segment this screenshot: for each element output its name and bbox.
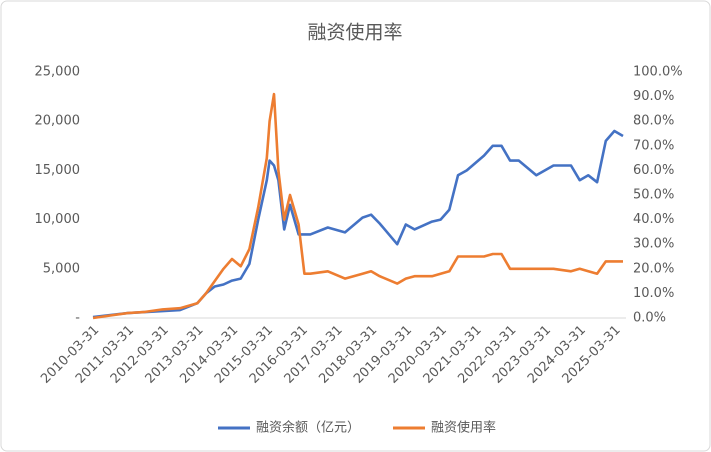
y-tick-label: - [75, 311, 80, 326]
y2-tick-label: 50.0% [633, 188, 674, 203]
y-tick-label: 25,000 [35, 65, 81, 80]
legend-label: 融资使用率 [431, 420, 496, 436]
y2-tick-label: 20.0% [633, 261, 674, 276]
y2-tick-label: 70.0% [633, 138, 674, 153]
y-tick-label: 5,000 [43, 261, 80, 276]
y2-tick-label: 80.0% [633, 114, 674, 129]
series-line [92, 92, 623, 320]
y2-tick-label: 60.0% [633, 163, 674, 178]
series-line [92, 129, 624, 319]
y-tick-label: 15,000 [35, 163, 81, 178]
y2-tick-label: 0.0% [633, 311, 666, 326]
y2-tick-label: 30.0% [633, 237, 674, 252]
y2-tick-label: 40.0% [633, 212, 674, 227]
y-tick-label: 20,000 [35, 114, 81, 129]
y2-tick-label: 100.0% [633, 65, 683, 80]
y-tick-label: 10,000 [35, 212, 81, 227]
y2-tick-label: 90.0% [633, 89, 674, 104]
legend-label: 融资余额（亿元） [256, 420, 360, 436]
y2-tick-label: 10.0% [633, 286, 674, 301]
chart-title: 融资使用率 [307, 22, 402, 44]
